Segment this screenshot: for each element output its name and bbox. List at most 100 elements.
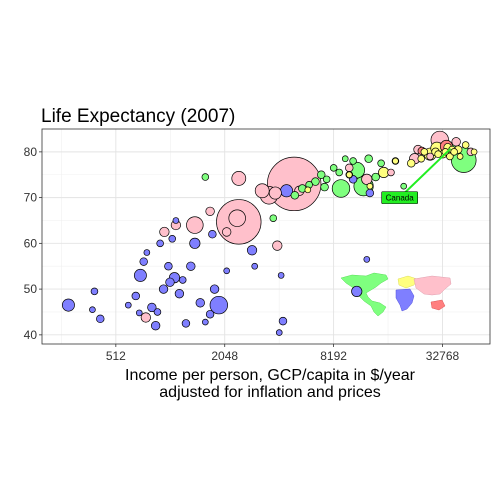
annotation-label-box — [381, 191, 418, 204]
data-point — [205, 206, 215, 216]
data-point — [178, 276, 187, 284]
data-point — [365, 188, 375, 198]
data-point — [159, 226, 170, 238]
x-tick-label: 32768 — [426, 349, 460, 363]
data-point — [165, 277, 175, 287]
data-point — [209, 295, 228, 315]
data-point — [133, 268, 147, 282]
data-point — [147, 302, 157, 313]
data-point — [341, 155, 349, 163]
data-point — [231, 171, 247, 186]
data-point — [387, 168, 395, 177]
canada-annotation: Canada — [381, 147, 452, 204]
data-point — [275, 329, 283, 336]
data-point — [254, 183, 270, 199]
data-point — [135, 309, 143, 317]
y-tick-label: 80 — [24, 145, 38, 159]
data-point — [446, 152, 454, 161]
data-point — [329, 164, 338, 172]
data-point — [131, 291, 140, 301]
data-point — [208, 230, 217, 239]
data-point — [124, 301, 132, 309]
data-point — [90, 287, 99, 296]
y-tick-label: 50 — [24, 282, 38, 296]
data-point — [364, 154, 373, 163]
x-axis-label-line-2: adjusted for inflation and prices — [159, 384, 380, 401]
y-tick-label: 40 — [24, 328, 38, 342]
annotation-label: Canada — [386, 194, 415, 203]
data-point — [228, 209, 246, 227]
data-point — [417, 154, 425, 163]
asia-region — [413, 275, 452, 296]
world-map-inset — [340, 272, 452, 317]
data-point — [371, 172, 380, 182]
data-point — [201, 173, 210, 181]
data-point — [268, 186, 282, 200]
axes: 512 2048 8192 32768 40 50 60 70 80 — [24, 145, 460, 363]
data-point — [392, 157, 399, 165]
data-point — [143, 249, 151, 256]
annotation-leader-line — [398, 147, 452, 199]
data-point — [351, 285, 363, 297]
data-point — [189, 237, 201, 249]
x-axis-label-line-1: Income per person, GCP/capita in $/year — [125, 367, 416, 384]
data-point — [345, 171, 353, 179]
data-point — [153, 308, 162, 316]
data-point — [181, 319, 191, 328]
data-point — [267, 156, 322, 212]
data-point — [61, 298, 75, 312]
data-point — [269, 214, 278, 222]
data-point — [461, 141, 470, 149]
data-point — [150, 321, 161, 331]
data-point — [195, 298, 205, 308]
data-point — [322, 175, 331, 184]
data-point — [156, 239, 164, 248]
data-point — [209, 284, 220, 294]
data-point — [349, 157, 357, 165]
data-point — [222, 227, 232, 237]
data-point — [470, 148, 478, 156]
data-point — [290, 191, 300, 200]
data-point — [172, 217, 180, 224]
data-point — [168, 235, 176, 243]
y-tick-label: 70 — [24, 191, 38, 205]
plot-panel-border — [41, 128, 491, 345]
data-point — [96, 314, 105, 324]
data-point — [202, 318, 209, 326]
data-point — [331, 179, 351, 198]
y-tick-label: 60 — [24, 236, 38, 250]
data-point — [426, 152, 434, 161]
data-point — [434, 150, 442, 158]
data-point — [361, 173, 373, 185]
data-point — [205, 310, 215, 319]
data-point — [140, 312, 151, 323]
oceania-region — [430, 299, 446, 311]
data-point — [246, 245, 258, 256]
data-point — [441, 148, 450, 156]
data-point — [304, 186, 312, 194]
x-tick-label: 8192 — [320, 349, 347, 363]
data-points — [61, 130, 478, 336]
data-point — [335, 168, 343, 177]
data-point — [139, 257, 148, 266]
africa-region — [395, 288, 415, 312]
plot-panel — [42, 129, 490, 344]
data-point — [174, 289, 185, 299]
data-point — [186, 261, 196, 271]
data-point — [311, 177, 320, 186]
data-point — [366, 182, 374, 190]
data-point — [451, 137, 461, 147]
chart-title: Life Expectancy (2007) — [41, 106, 235, 127]
data-point — [345, 163, 354, 173]
data-point — [164, 262, 173, 271]
x-tick-label: 512 — [106, 349, 126, 363]
data-point — [158, 284, 169, 294]
data-point — [223, 267, 230, 275]
data-point — [272, 240, 283, 251]
data-point — [456, 153, 464, 160]
data-point — [406, 159, 416, 168]
data-point — [277, 272, 285, 279]
data-point — [186, 216, 204, 234]
data-point — [278, 316, 288, 326]
